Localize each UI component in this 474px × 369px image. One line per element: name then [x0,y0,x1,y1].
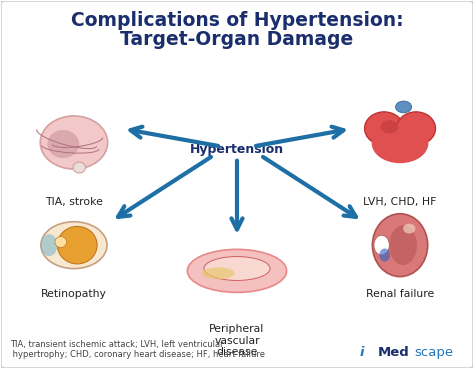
Ellipse shape [55,237,66,248]
Ellipse shape [41,222,107,269]
Ellipse shape [40,116,108,169]
Text: LVH, CHD, HF: LVH, CHD, HF [364,197,437,207]
Ellipse shape [372,124,428,163]
Text: TIA, stroke: TIA, stroke [45,197,103,207]
Text: Target-Organ Damage: Target-Organ Damage [120,30,354,49]
Text: Hypertension: Hypertension [190,143,284,156]
Text: scape: scape [414,346,453,359]
Text: i: i [360,346,365,359]
Ellipse shape [379,248,390,262]
Text: Complications of Hypertension:: Complications of Hypertension: [71,11,403,30]
Ellipse shape [201,267,235,279]
Text: Peripheral
vascular
disease: Peripheral vascular disease [210,324,264,358]
Text: Renal failure: Renal failure [366,289,434,299]
Ellipse shape [41,234,57,256]
Ellipse shape [403,224,415,234]
Ellipse shape [365,112,403,145]
Text: Retinopathy: Retinopathy [41,289,107,299]
Ellipse shape [374,235,389,255]
Ellipse shape [73,162,85,173]
Text: Med: Med [378,346,410,359]
Ellipse shape [397,112,436,145]
Text: TIA, transient ischemic attack; LVH, left ventricular
 hypertrophy; CHD, coronar: TIA, transient ischemic attack; LVH, lef… [10,340,265,359]
Ellipse shape [396,101,411,113]
Ellipse shape [389,225,417,265]
Ellipse shape [187,249,287,292]
Ellipse shape [204,256,270,280]
Ellipse shape [47,130,79,158]
Ellipse shape [57,227,97,264]
Ellipse shape [373,214,428,277]
Ellipse shape [381,120,398,134]
